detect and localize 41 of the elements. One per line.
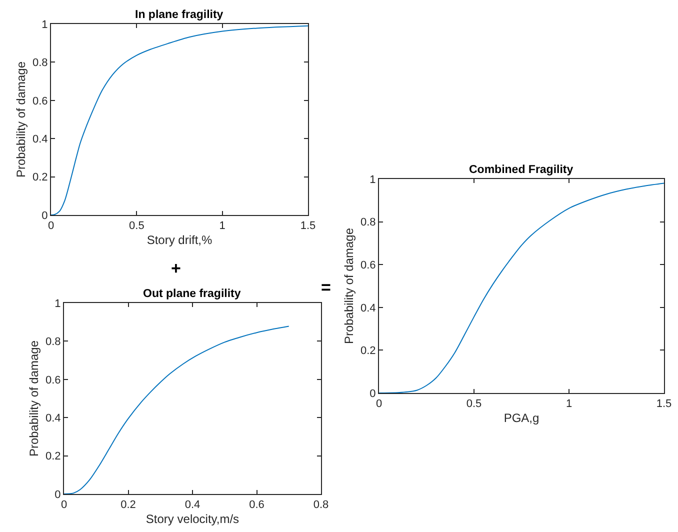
x-tick-label: 0.4 (184, 499, 200, 512)
y-tick-label: 0.4 (32, 133, 48, 146)
chart-title: Out plane fragility (143, 288, 242, 300)
y-tick-label: 1 (42, 18, 48, 31)
y-tick-label: 0.2 (32, 172, 48, 184)
chart-title: In plane fragility (135, 9, 224, 21)
y-axis-title: Probability of damage (26, 340, 41, 457)
x-tick-label: 1.5 (300, 220, 316, 232)
y-tick-label: 0.6 (46, 374, 61, 386)
y-tick-label: 0.4 (46, 412, 61, 424)
x-tick-label: 0.2 (120, 499, 136, 512)
y-tick-label: 1 (370, 174, 376, 186)
y-tick-label: 0 (54, 488, 61, 501)
x-tick-label: 0.8 (313, 499, 329, 512)
x-tick-label: 0.6 (249, 499, 264, 512)
line-series (51, 25, 308, 215)
x-axis-title: PGA,g (504, 411, 540, 426)
y-tick-label: 0.4 (360, 302, 376, 314)
y-tick-label: 0.8 (32, 57, 48, 70)
y-tick-label: 0 (42, 210, 48, 222)
y-tick-label: 1 (54, 298, 61, 310)
x-axis-title: Story drift,% (146, 233, 212, 248)
line-series (64, 326, 290, 494)
y-axis-title: Probability of damage (342, 228, 356, 344)
chart-title: Combined Fragility (469, 164, 574, 176)
text: = (321, 278, 331, 297)
x-tick-label: 1 (219, 220, 226, 232)
y-tick-label: 0 (370, 388, 376, 400)
x-tick-label: 0.5 (129, 220, 144, 232)
line-series (379, 182, 664, 393)
y-tick-label: 0.8 (46, 336, 61, 348)
y-tick-label: 0.2 (46, 450, 61, 463)
y-tick-label: 0.6 (32, 95, 48, 108)
y-axis-title: Probability of damage (14, 61, 28, 178)
y-tick-label: 0.6 (360, 259, 376, 272)
x-tick-label: 1.5 (656, 398, 672, 410)
x-tick-label: 1 (566, 398, 572, 410)
text: + (171, 259, 181, 278)
y-tick-label: 0.2 (360, 345, 376, 358)
x-axis-title: Story velocity,m/s (146, 512, 240, 526)
x-tick-label: 0.5 (466, 398, 482, 410)
